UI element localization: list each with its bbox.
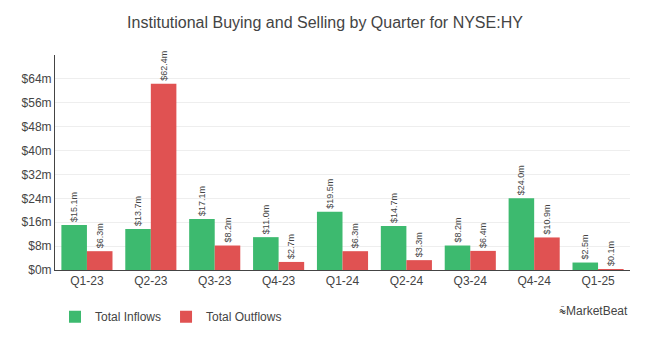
- svg-text:Total Outflows: Total Outflows: [206, 310, 281, 324]
- svg-text:$8.2m: $8.2m: [453, 217, 463, 242]
- svg-text:Institutional Buying and Selli: Institutional Buying and Selling by Quar…: [127, 14, 523, 31]
- svg-text:$24.0m: $24.0m: [516, 165, 526, 195]
- svg-text:$14.7m: $14.7m: [389, 193, 399, 223]
- svg-text:$0.1m: $0.1m: [606, 241, 616, 266]
- svg-text:$10.9m: $10.9m: [542, 204, 552, 234]
- svg-text:$15.1m: $15.1m: [69, 192, 79, 222]
- svg-text:Total Inflows: Total Inflows: [95, 310, 161, 324]
- svg-text:$16m: $16m: [22, 215, 52, 229]
- svg-text:Q2-23: Q2-23: [134, 274, 168, 288]
- svg-text:$32m: $32m: [22, 168, 52, 182]
- svg-text:Q2-24: Q2-24: [390, 274, 424, 288]
- svg-text:$62.4m: $62.4m: [159, 51, 169, 81]
- svg-text:Q3-23: Q3-23: [198, 274, 232, 288]
- svg-text:Q4-23: Q4-23: [262, 274, 296, 288]
- svg-text:$11.0m: $11.0m: [261, 205, 271, 234]
- svg-text:$6.4m: $6.4m: [478, 223, 488, 248]
- svg-text:$8m: $8m: [28, 239, 51, 253]
- svg-text:Q1-24: Q1-24: [326, 274, 360, 288]
- svg-text:$6.3m: $6.3m: [95, 223, 105, 248]
- svg-text:$2.7m: $2.7m: [286, 234, 296, 259]
- svg-text:$24m: $24m: [22, 192, 52, 206]
- svg-text:$40m: $40m: [22, 144, 52, 158]
- svg-text:⩯MarketBeat: ⩯MarketBeat: [559, 304, 628, 318]
- svg-text:$13.7m: $13.7m: [133, 196, 143, 226]
- svg-text:Q1-23: Q1-23: [70, 274, 104, 288]
- svg-text:$56m: $56m: [22, 96, 52, 110]
- svg-text:Q4-24: Q4-24: [517, 274, 551, 288]
- svg-text:$3.3m: $3.3m: [414, 232, 424, 257]
- svg-text:$48m: $48m: [22, 120, 52, 134]
- svg-text:$6.3m: $6.3m: [350, 223, 360, 248]
- svg-text:Q3-24: Q3-24: [454, 274, 488, 288]
- svg-text:$0m: $0m: [28, 263, 51, 277]
- svg-text:$17.1m: $17.1m: [197, 186, 207, 216]
- svg-text:$2.5m: $2.5m: [580, 235, 590, 260]
- svg-text:Q1-25: Q1-25: [581, 274, 615, 288]
- svg-text:$64m: $64m: [22, 72, 52, 86]
- svg-text:$19.5m: $19.5m: [325, 179, 335, 209]
- svg-text:$8.2m: $8.2m: [223, 217, 233, 242]
